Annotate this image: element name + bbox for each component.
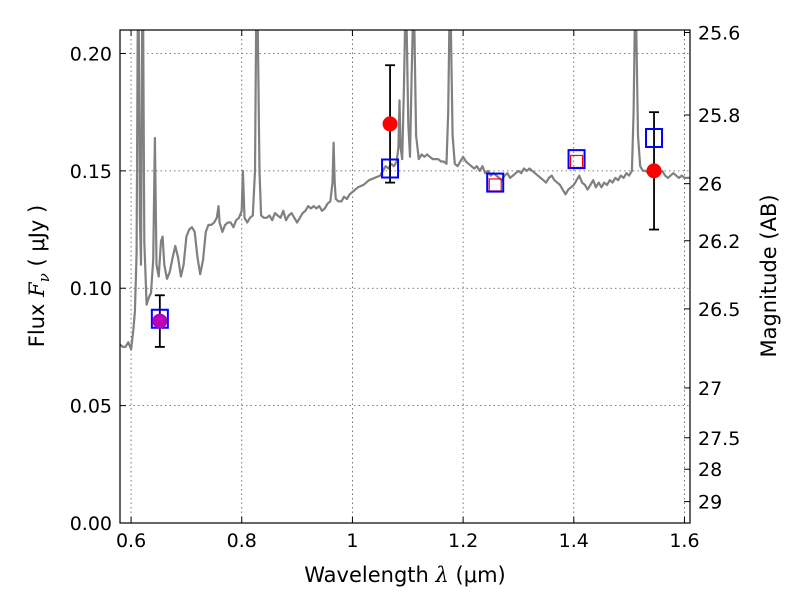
x-tick-label: 1.2 xyxy=(448,530,478,552)
y-tick-label: 0.00 xyxy=(70,513,112,535)
x-tick-label: 0.6 xyxy=(116,530,146,552)
x-tick-label: 0.8 xyxy=(227,530,257,552)
y2-tick-label: 27.5 xyxy=(698,428,740,450)
y2-tick-label: 26 xyxy=(698,174,722,196)
y-tick-label: 0.15 xyxy=(70,161,112,183)
spectrum-layer xyxy=(120,30,690,351)
y-tick-label: 0.05 xyxy=(70,396,112,418)
y2-tick-label: 25.8 xyxy=(698,105,740,127)
y-axis: 0.00 0.05 0.10 0.15 0.20 xyxy=(70,43,126,535)
x-tick-label: 1.4 xyxy=(559,530,589,552)
y2-axis-label: Magnitude (AB) xyxy=(757,194,781,357)
model-photometry-marker xyxy=(567,149,586,170)
y2-tick-label: 27 xyxy=(698,378,722,400)
y2-axis: 25.6 25.8 26 26.2 26.5 27 27.5 28 29 xyxy=(684,23,740,514)
model-photometry-marker xyxy=(486,172,505,193)
y2-tick-label: 25.6 xyxy=(698,23,740,45)
model-photometry-marker xyxy=(381,158,400,179)
x-tick-label: 1.6 xyxy=(669,530,699,552)
y2-tick-label: 29 xyxy=(698,492,722,514)
y-tick-label: 0.10 xyxy=(70,278,112,300)
y-tick-label: 0.20 xyxy=(70,43,112,65)
y2-tick-label: 26.5 xyxy=(698,299,740,321)
observed-point-marker xyxy=(382,116,398,132)
x-axis-label: Wavelength λ (μm) xyxy=(304,563,505,587)
y2-tick-label: 26.2 xyxy=(698,231,740,253)
x-tick-label: 1 xyxy=(346,530,358,552)
x-axis: 0.6 0.8 1 1.2 1.4 1.6 xyxy=(116,30,700,552)
plot-frame xyxy=(119,29,691,524)
model-photometry-marker xyxy=(645,127,664,148)
y2-tick-label: 28 xyxy=(698,459,722,481)
points-layer xyxy=(150,64,664,348)
y-axis-label: Flux Fν ( μJy ) xyxy=(25,205,53,347)
observed-point-marker xyxy=(646,163,662,179)
observed-point-marker xyxy=(152,313,168,329)
model-spectrum-line xyxy=(120,30,690,351)
